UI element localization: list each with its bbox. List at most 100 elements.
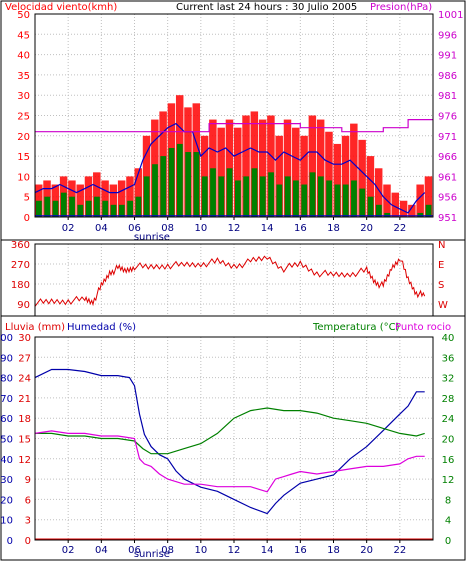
- direction-series: [34, 255, 426, 307]
- pressure-y-tick-label: 971: [438, 132, 457, 143]
- rain-y-tick-label: 9: [25, 475, 31, 486]
- rain-axis-label: Lluvia (mm): [5, 322, 65, 333]
- low-wind-bar: [342, 184, 349, 217]
- gust-bar: [374, 168, 383, 217]
- low-wind-bar: [367, 196, 374, 217]
- rain-y-tick-label: 15: [18, 435, 31, 446]
- pressure-y-tick-label: 951: [438, 213, 457, 224]
- low-wind-bar: [102, 200, 109, 217]
- gust-bar: [366, 156, 375, 217]
- wind-y-tick-label: 35: [17, 71, 30, 82]
- humidity-y-tick-label: 100: [0, 333, 13, 344]
- humidity-y-tick-label: 90: [0, 353, 13, 364]
- low-wind-bar: [425, 204, 432, 217]
- rain-y-tick-label: 24: [18, 374, 31, 385]
- low-wind-bar: [60, 192, 67, 217]
- gust-bar: [275, 135, 283, 217]
- gust-bar: [341, 135, 350, 217]
- low-wind-bar: [143, 176, 150, 217]
- rain-y-tick-label: 27: [18, 353, 31, 364]
- average-wind-line: [34, 122, 426, 214]
- direction-y-tick-label: 270: [11, 260, 30, 271]
- x-tick-label: 20: [360, 223, 373, 234]
- humidity-y-tick-label: 40: [0, 455, 13, 466]
- x-tick-label: 12: [228, 223, 241, 234]
- wind-y-axis: 0 5 10 15 20 25 30 35 40 45 50: [17, 10, 30, 224]
- low-wind-bar: [168, 147, 175, 217]
- pressure-y-tick-label: 981: [438, 91, 457, 102]
- gust-bar: [300, 135, 308, 217]
- low-wind-bar: [268, 172, 274, 217]
- temperature-line: [35, 407, 425, 455]
- humidity-y-tick-label: 30: [0, 475, 13, 486]
- gust-bar: [234, 127, 242, 217]
- pressure-line: [35, 119, 433, 133]
- humidity-y-tick-label: 80: [0, 374, 13, 385]
- humidity-line: [34, 368, 425, 515]
- x-tick-label: 06: [128, 545, 141, 556]
- rain-y-tick-label: 0: [25, 536, 31, 547]
- low-wind-bar: [276, 184, 283, 217]
- low-wind-bar: [218, 176, 225, 217]
- low-wind-bar: [384, 212, 391, 217]
- wind-axis-label: Velocidad viento(kmh): [5, 2, 117, 13]
- sunrise-label-top: sunrise: [134, 232, 170, 243]
- pressure-y-axis: 951 956 961 966 971 976 981 986 991 996 1001: [438, 10, 463, 224]
- gust-bar: [242, 115, 250, 217]
- gust-bar: [333, 143, 341, 217]
- x-tick-label: 06: [128, 223, 141, 234]
- temperature-y-tick-label: 32: [442, 374, 455, 385]
- wind-y-tick-label: 45: [17, 30, 30, 41]
- wind-y-tick-label: 40: [17, 51, 30, 62]
- wind-y-tick-label: 30: [17, 91, 30, 102]
- low-wind-bar: [326, 180, 332, 217]
- temperature-y-tick-label: 36: [442, 353, 455, 364]
- x-tick-label: 02: [62, 545, 75, 556]
- gust-bar: [316, 119, 325, 217]
- wind-y-tick-label: 50: [17, 10, 30, 21]
- low-wind-bar: [417, 212, 424, 217]
- humidity-axis-label: Humedad (%): [67, 322, 136, 333]
- wind-y-tick-label: 20: [17, 132, 30, 143]
- wind-y-tick-label: 25: [17, 112, 30, 123]
- low-wind-bar: [160, 156, 167, 217]
- low-wind-bar: [284, 176, 291, 217]
- low-wind-bar: [176, 143, 183, 217]
- humidity-y-tick-label: 20: [0, 495, 13, 506]
- gust-bar: [258, 119, 267, 217]
- gust-bar: [424, 176, 433, 217]
- low-wind-bar: [375, 204, 382, 217]
- gust-bar: [350, 123, 358, 217]
- direction-panel-frame: [0, 239, 466, 331]
- direction-y-tick-label: 90: [17, 300, 30, 311]
- x-tick-label: 14: [261, 223, 274, 234]
- gust-bar: [134, 168, 142, 217]
- temperature-y-tick-label: 28: [442, 394, 455, 405]
- pressure-y-tick-label: 986: [438, 71, 457, 82]
- pressure-axis-label: Presion(hPa): [370, 2, 432, 13]
- x-tick-label: 16: [294, 545, 307, 556]
- x-tick-label: 18: [327, 545, 340, 556]
- gust-bar: [399, 200, 408, 217]
- temperature-y-tick-label: 40: [442, 333, 455, 344]
- gust-bar: [416, 184, 424, 217]
- climate-x-axis: 02 04 06 08 10 12 14 16 18 20 22: [62, 540, 406, 556]
- compass-label: S: [438, 280, 444, 291]
- temperature-y-tick-label: 0: [445, 536, 451, 547]
- low-wind-bar: [201, 176, 208, 217]
- x-tick-label: 08: [161, 545, 174, 556]
- low-wind-bar: [69, 196, 75, 217]
- x-tick-label: 10: [194, 223, 207, 234]
- wind-series: [34, 95, 433, 217]
- low-wind-bar: [309, 172, 316, 217]
- gust-bar: [408, 204, 416, 217]
- gust-bar: [308, 115, 317, 217]
- pressure-y-tick-label: 961: [438, 172, 457, 183]
- gust-bar: [217, 127, 225, 217]
- pressure-y-tick-label: 1001: [438, 10, 463, 21]
- dewpoint-axis-label: Punto rocio: [395, 322, 451, 333]
- low-wind-bar: [334, 184, 341, 217]
- pressure-y-tick-label: 991: [438, 51, 457, 62]
- pressure-y-tick-label: 976: [438, 112, 457, 123]
- wind-x-axis: 02 04 06 08 10 12 14 16 18 20 22: [62, 217, 406, 234]
